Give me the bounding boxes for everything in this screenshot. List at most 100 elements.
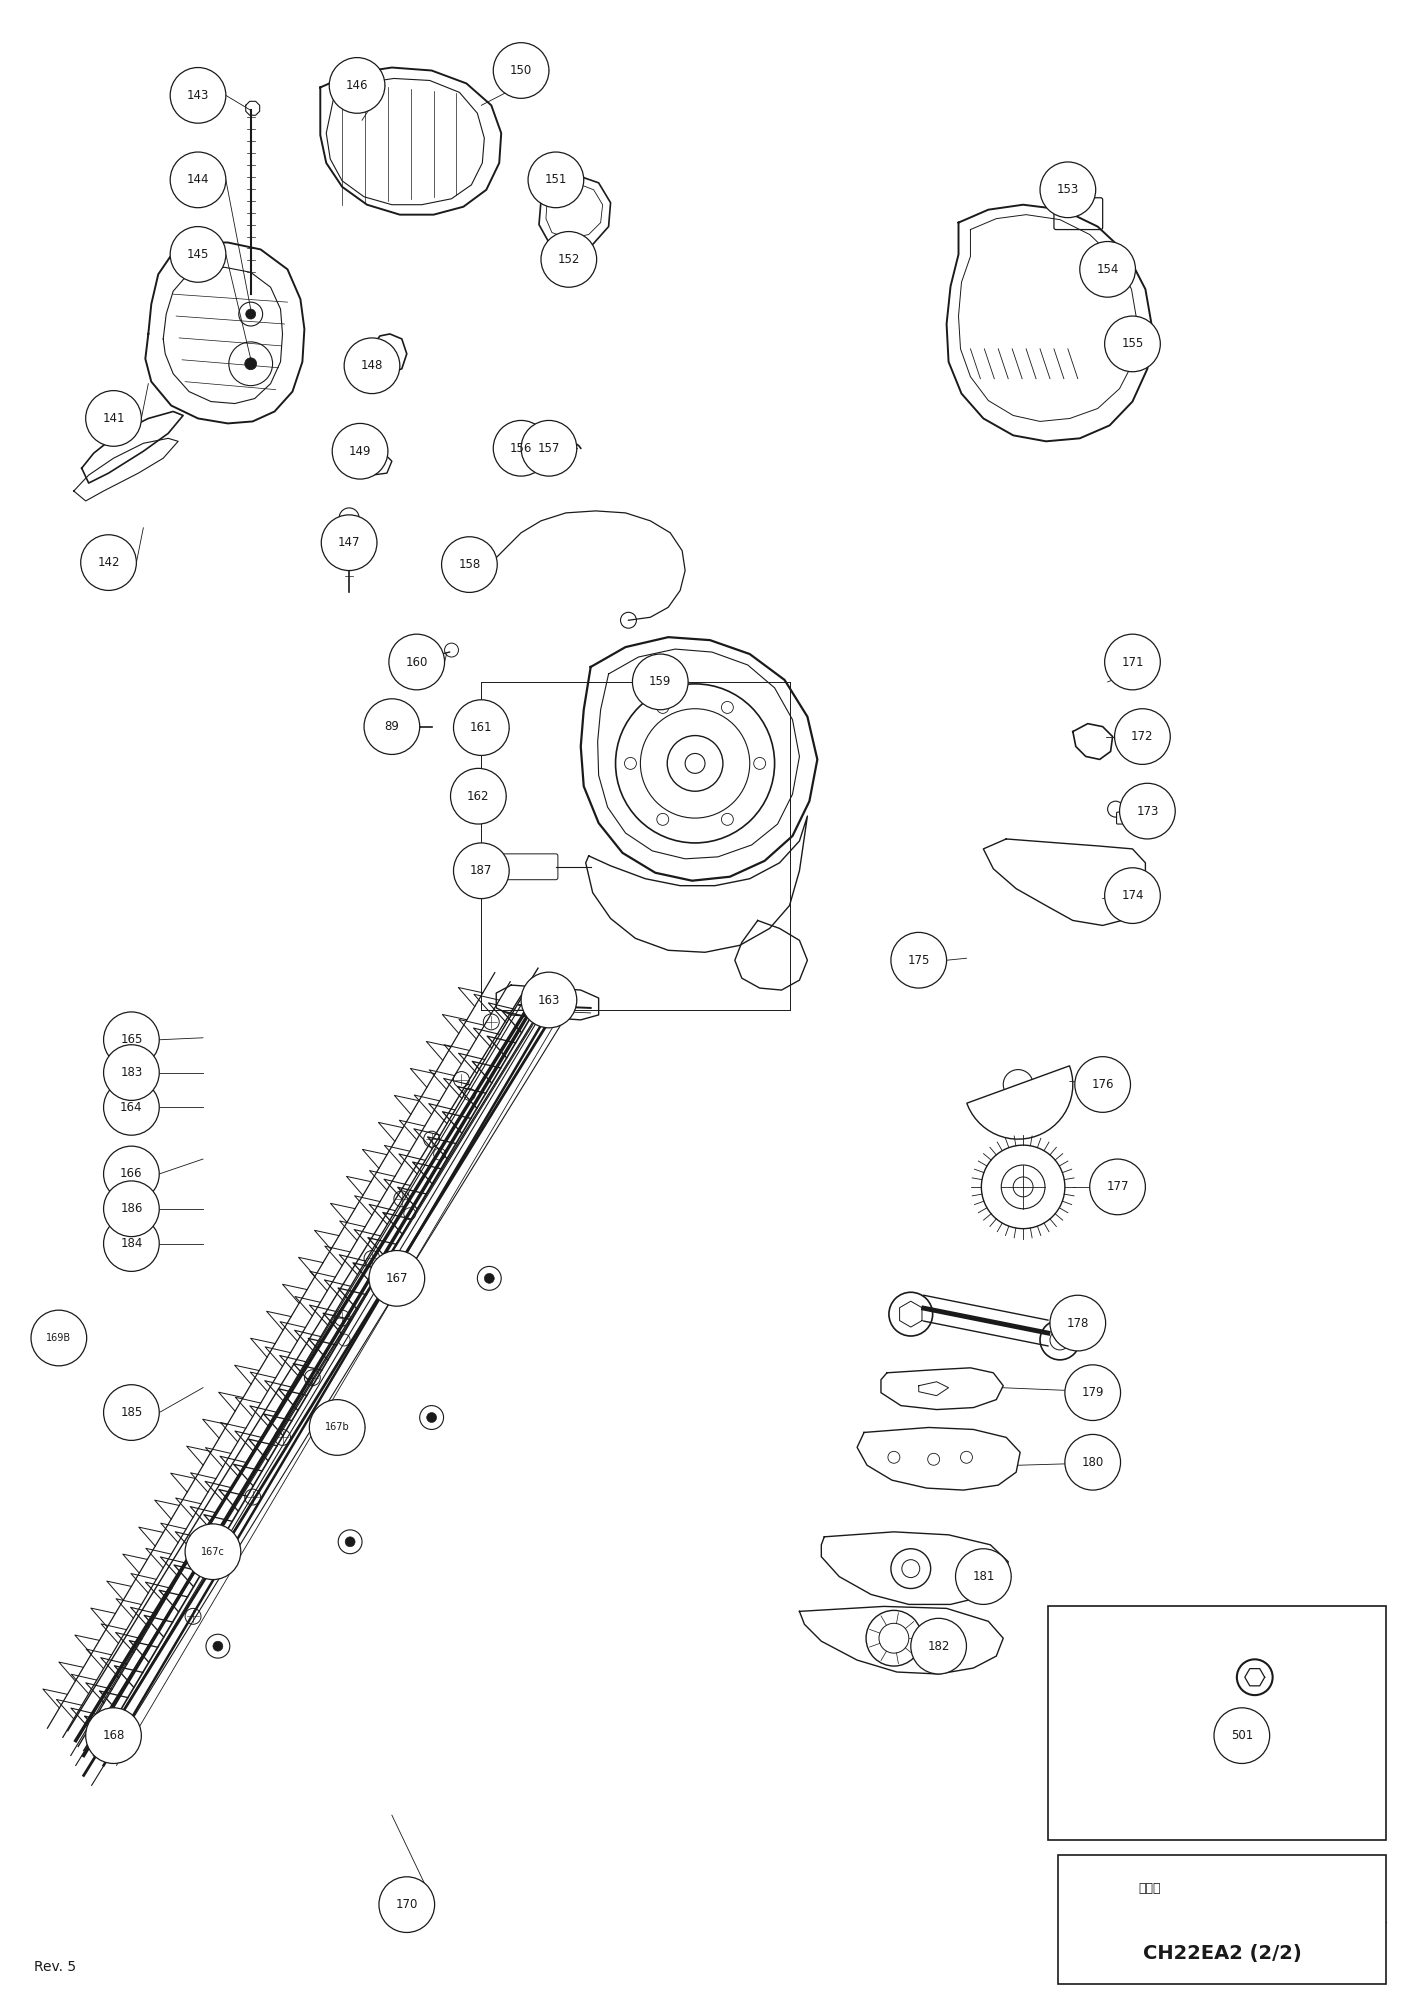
Circle shape	[1004, 1070, 1034, 1100]
Text: 152: 152	[557, 252, 580, 266]
Text: 164: 164	[120, 1100, 143, 1114]
Circle shape	[338, 1334, 351, 1346]
Circle shape	[656, 702, 669, 714]
Circle shape	[1065, 1434, 1120, 1490]
Circle shape	[170, 152, 226, 208]
Text: 178: 178	[1066, 1316, 1089, 1330]
Circle shape	[321, 514, 378, 570]
Circle shape	[339, 508, 359, 528]
Text: 161: 161	[469, 722, 492, 734]
Circle shape	[103, 1044, 160, 1100]
Circle shape	[1114, 708, 1171, 764]
Text: 501: 501	[1230, 1730, 1253, 1742]
Text: 143: 143	[187, 88, 209, 102]
Circle shape	[1041, 162, 1096, 218]
Text: 183: 183	[120, 1066, 143, 1080]
Text: 172: 172	[1131, 730, 1154, 744]
Circle shape	[103, 1180, 160, 1236]
Circle shape	[363, 1250, 380, 1266]
Circle shape	[86, 390, 141, 446]
Circle shape	[246, 310, 256, 320]
Circle shape	[1014, 1176, 1034, 1196]
Text: 146: 146	[346, 78, 368, 92]
Circle shape	[1107, 802, 1124, 818]
Circle shape	[632, 654, 689, 710]
Circle shape	[103, 1384, 160, 1440]
Circle shape	[214, 1642, 223, 1652]
Circle shape	[1075, 1056, 1130, 1112]
Circle shape	[103, 1012, 160, 1068]
Circle shape	[956, 1548, 1011, 1604]
Circle shape	[1120, 784, 1175, 838]
Circle shape	[304, 1370, 321, 1386]
Text: 145: 145	[187, 248, 209, 260]
Text: 186: 186	[120, 1202, 143, 1216]
Circle shape	[329, 58, 385, 114]
Circle shape	[478, 1266, 501, 1290]
Circle shape	[1051, 1296, 1106, 1350]
Polygon shape	[967, 1066, 1073, 1140]
Circle shape	[451, 768, 506, 824]
Text: Rev. 5: Rev. 5	[34, 1960, 76, 1974]
Circle shape	[721, 814, 734, 826]
Circle shape	[185, 1524, 240, 1580]
Circle shape	[239, 302, 263, 326]
Circle shape	[274, 1430, 290, 1446]
Circle shape	[170, 226, 226, 282]
Text: 180: 180	[1082, 1456, 1104, 1468]
Circle shape	[1215, 1708, 1270, 1764]
Text: 158: 158	[458, 558, 481, 572]
Circle shape	[245, 358, 257, 370]
Circle shape	[454, 1072, 469, 1088]
Text: 170: 170	[396, 1898, 419, 1912]
Text: 165: 165	[120, 1034, 143, 1046]
Circle shape	[454, 700, 509, 756]
Circle shape	[338, 1530, 362, 1554]
FancyBboxPatch shape	[1053, 198, 1103, 230]
Circle shape	[542, 232, 597, 288]
Circle shape	[345, 1536, 355, 1546]
Text: 159: 159	[649, 676, 672, 688]
Circle shape	[1090, 1160, 1145, 1214]
Circle shape	[1080, 242, 1135, 298]
Circle shape	[1104, 868, 1161, 924]
Text: 150: 150	[510, 64, 532, 78]
Circle shape	[1104, 316, 1161, 372]
Text: 89: 89	[385, 720, 399, 734]
Text: 147: 147	[338, 536, 361, 550]
Text: 177: 177	[1106, 1180, 1128, 1194]
Circle shape	[481, 720, 498, 736]
Text: 175: 175	[908, 954, 930, 966]
Circle shape	[427, 1412, 437, 1422]
Bar	[1048, 1606, 1386, 1840]
Circle shape	[1048, 1092, 1059, 1104]
Circle shape	[370, 1270, 383, 1282]
Circle shape	[444, 644, 458, 658]
Circle shape	[911, 1618, 966, 1674]
Circle shape	[420, 1406, 444, 1430]
Text: 181: 181	[973, 1570, 994, 1584]
Circle shape	[390, 716, 410, 736]
Circle shape	[229, 342, 273, 386]
Circle shape	[1104, 634, 1161, 690]
Circle shape	[484, 1014, 499, 1030]
Circle shape	[209, 1558, 226, 1574]
Circle shape	[891, 932, 946, 988]
Text: 162: 162	[467, 790, 489, 802]
Text: 141: 141	[102, 412, 124, 424]
Circle shape	[404, 1208, 416, 1220]
Circle shape	[527, 152, 584, 208]
FancyBboxPatch shape	[495, 854, 559, 880]
Text: 形　名: 形 名	[1138, 1882, 1161, 1896]
Circle shape	[1018, 1116, 1031, 1128]
Circle shape	[522, 972, 577, 1028]
Circle shape	[441, 536, 498, 592]
Circle shape	[334, 1310, 351, 1326]
Text: 176: 176	[1092, 1078, 1114, 1090]
Circle shape	[103, 1216, 160, 1272]
Circle shape	[479, 786, 499, 806]
Text: 167b: 167b	[325, 1422, 349, 1432]
Circle shape	[754, 758, 765, 770]
Circle shape	[983, 1102, 995, 1114]
Text: 157: 157	[537, 442, 560, 454]
